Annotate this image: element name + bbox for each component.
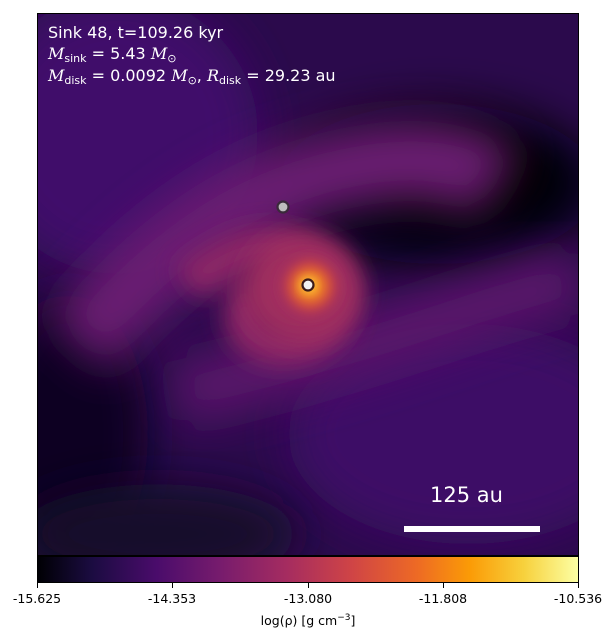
density-field xyxy=(38,14,578,555)
colorbar-tick-label: -10.536 xyxy=(553,591,603,606)
annotation-title: Sink 48, t=109.26 kyr xyxy=(48,23,224,42)
colorbar-tick-label: -14.353 xyxy=(147,591,197,606)
colorbar-label: log(ρ) [g cm−3] xyxy=(260,613,356,629)
density-map: Sink 48, t=109.26 kyr Msink = 5.43 M⊙ Md… xyxy=(37,13,579,556)
annotation-disk: Mdisk = 0.0092 M⊙, Rdisk = 29.23 au xyxy=(48,66,336,87)
scale-bar-label: 125 au xyxy=(430,483,503,507)
colorbar-tick xyxy=(172,583,173,588)
colorbar-tick xyxy=(37,583,38,588)
colorbar-tick xyxy=(308,583,309,588)
scale-bar xyxy=(404,526,540,532)
annotation-sink-mass: Msink = 5.43 M⊙ xyxy=(48,44,177,65)
primary-sink-marker xyxy=(301,278,315,292)
colorbar-tick-label: -11.808 xyxy=(418,591,468,606)
colorbar xyxy=(37,556,579,583)
colorbar-tick xyxy=(443,583,444,588)
sink-markers xyxy=(276,200,315,292)
colorbar-tick xyxy=(578,583,579,588)
colorbar-tick-label: -15.625 xyxy=(12,591,62,606)
secondary-sink-marker xyxy=(276,200,290,214)
colorbar-tick-label: -13.080 xyxy=(283,591,333,606)
